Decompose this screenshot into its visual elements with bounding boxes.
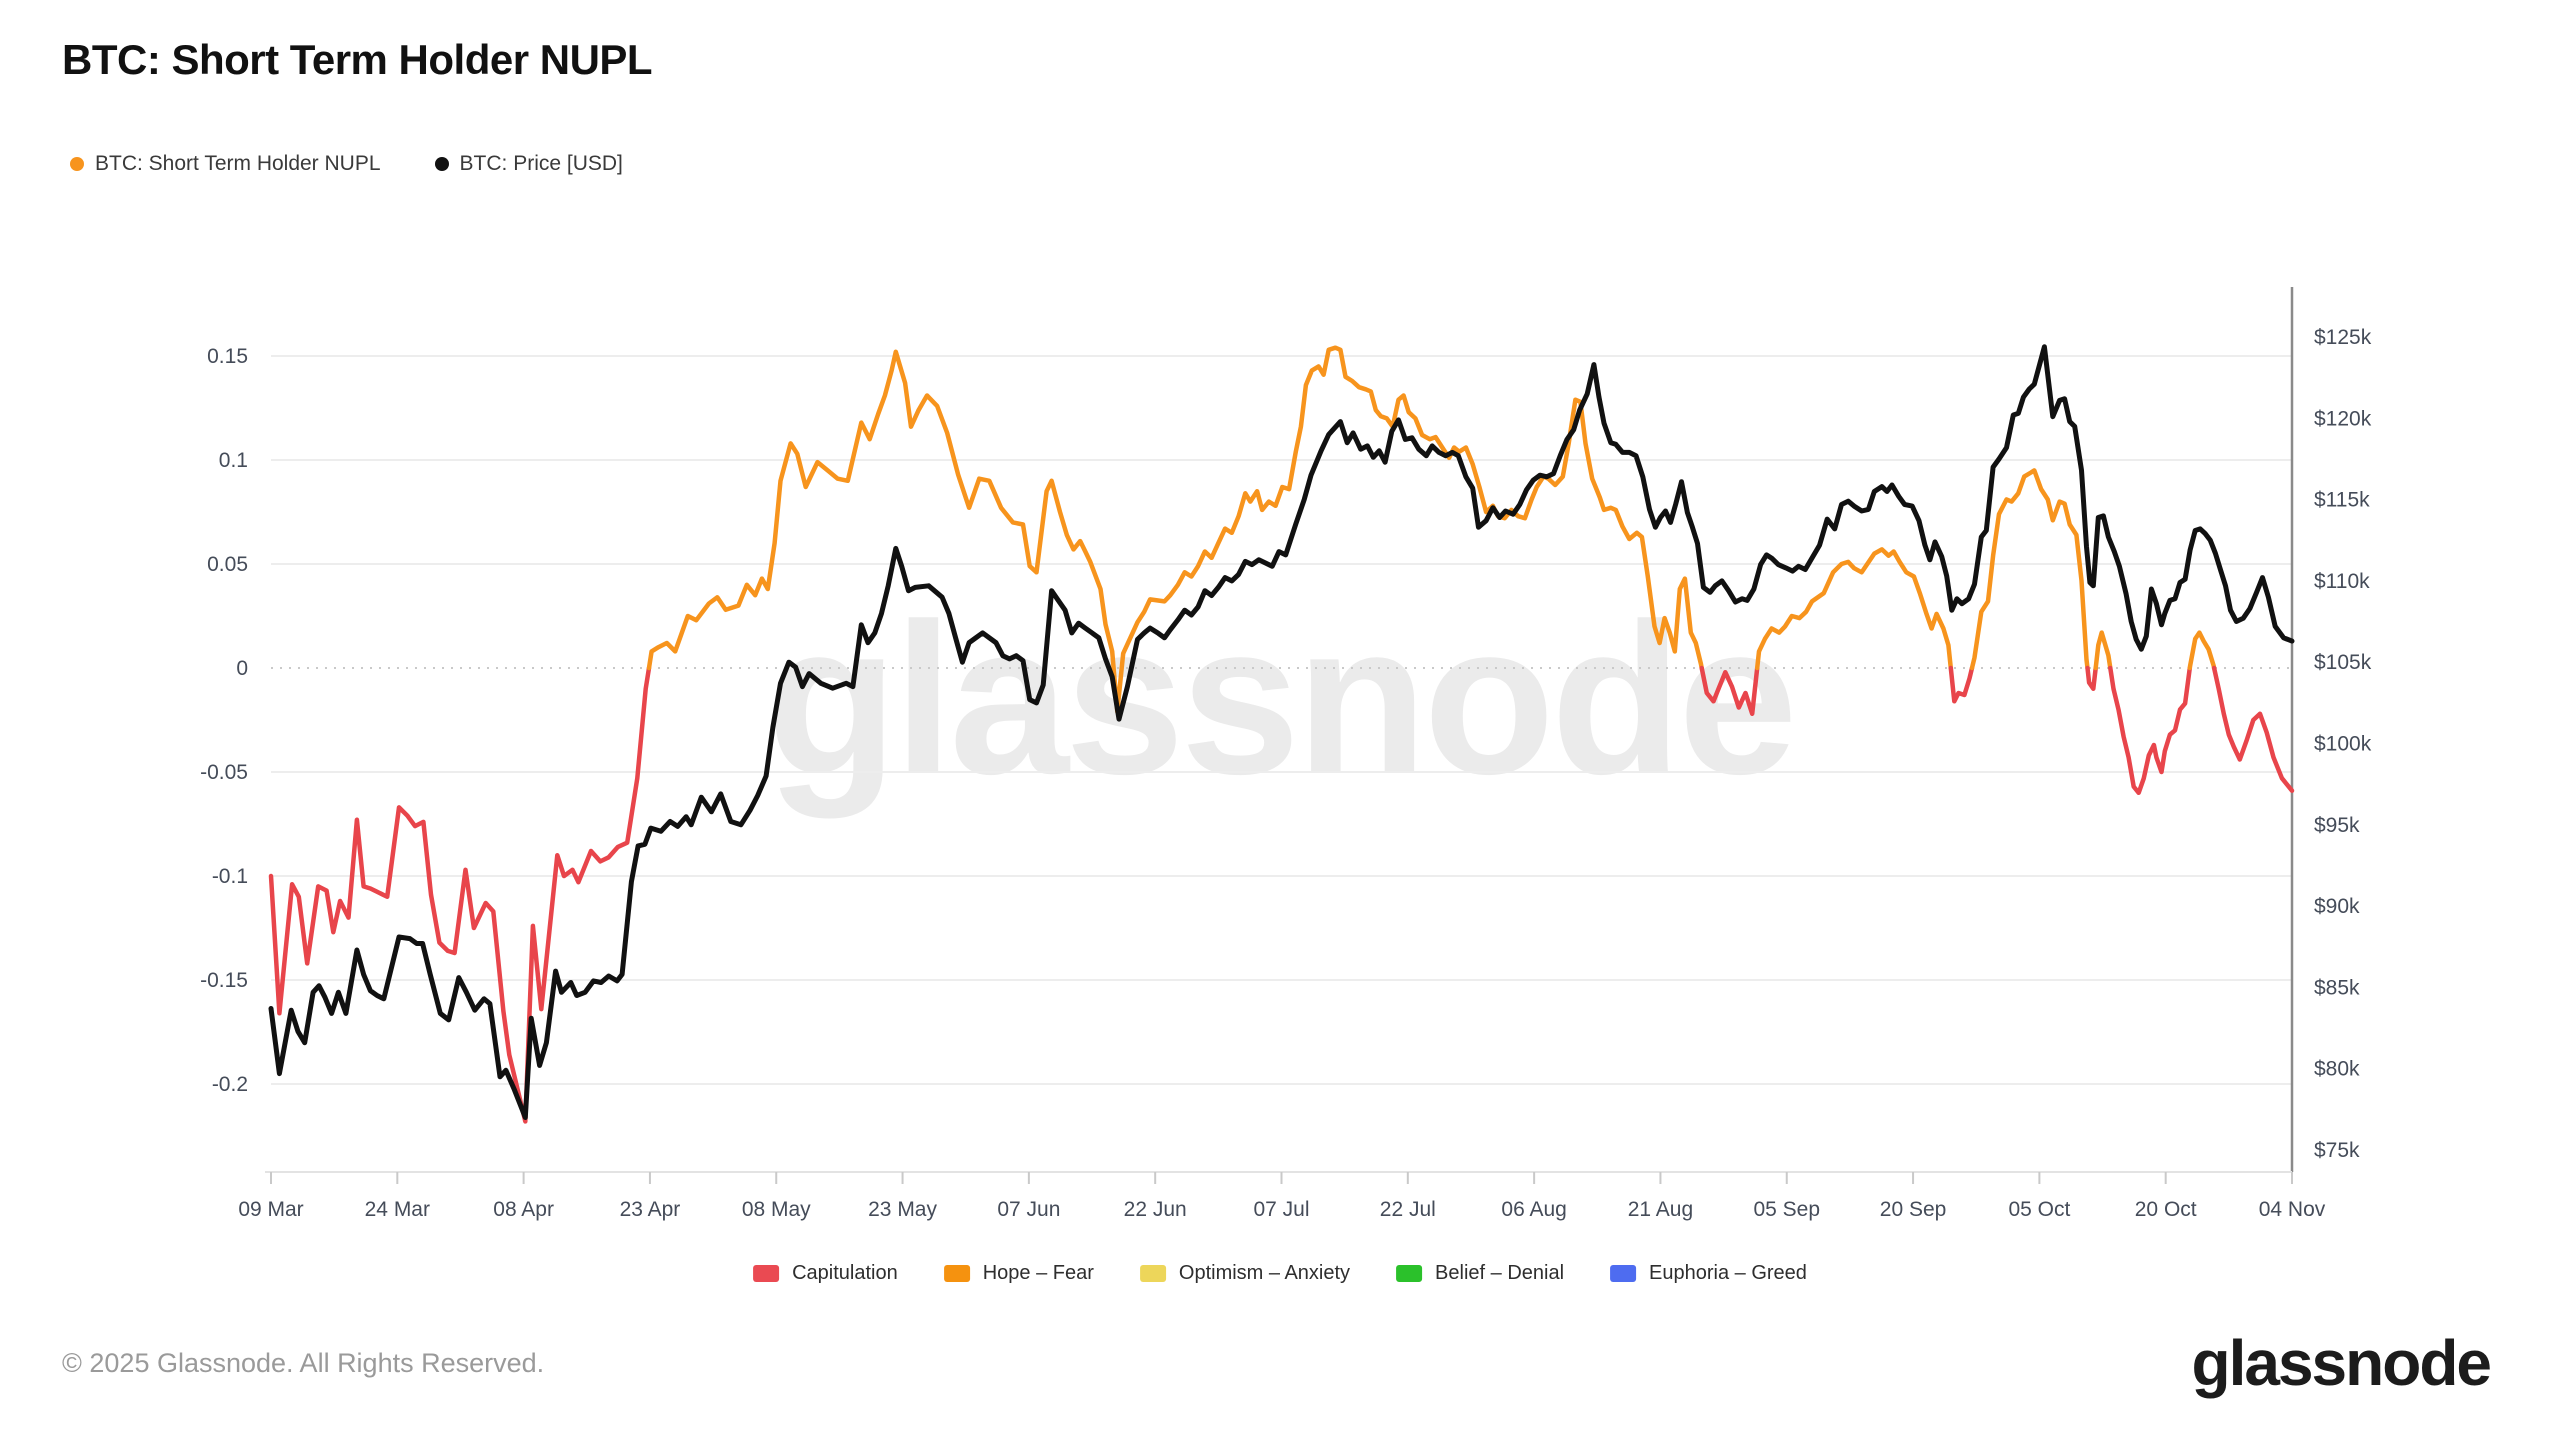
nupl-line	[2093, 630, 2113, 671]
glassnode-watermark: glassnode	[766, 578, 1797, 819]
nupl-line	[1699, 665, 1760, 717]
x-axis-tick-label: 20 Oct	[2135, 1198, 2197, 1221]
chart-series-legend: BTC: Short Term Holder NUPL BTC: Price [U…	[70, 152, 623, 176]
left-axis-tick-label: 0.1	[219, 449, 248, 472]
right-axis-tick-label: $100k	[2314, 733, 2372, 756]
left-axis-tick-label: -0.15	[200, 969, 248, 992]
x-axis-tick-label: 08 Apr	[493, 1198, 554, 1221]
x-axis-tick-label: 22 Jun	[1124, 1198, 1187, 1221]
right-axis-tick-label: $110k	[2314, 570, 2370, 593]
zone-swatch-icon	[1396, 1265, 1423, 1282]
zone-legend-label: Capitulation	[792, 1262, 898, 1284]
x-axis-tick-label: 08 May	[742, 1198, 811, 1221]
series-legend-label: BTC: Short Term Holder NUPL	[95, 152, 381, 175]
series-legend-item-nupl[interactable]: BTC: Short Term Holder NUPL	[70, 152, 381, 176]
left-axis-tick-label: -0.1	[212, 865, 248, 888]
zone-legend-label: Optimism – Anxiety	[1178, 1262, 1351, 1284]
zone-swatch-icon	[943, 1265, 970, 1282]
left-axis-tick-label: -0.2	[212, 1073, 248, 1096]
page-title: BTC: Short Term Holder NUPL	[62, 36, 653, 83]
nupl-line	[2187, 630, 2217, 671]
right-axis-tick-label: $75k	[2314, 1139, 2360, 1162]
series-legend-item-price[interactable]: BTC: Price [USD]	[434, 152, 623, 176]
nupl-line	[646, 345, 1704, 714]
zone-swatch-icon	[1610, 1265, 1637, 1282]
right-axis-tick-label: $125k	[2314, 326, 2372, 349]
glassnode-logo[interactable]: glassnode	[2191, 1327, 2492, 1399]
x-axis-tick-label: 07 Jul	[1253, 1198, 1309, 1221]
right-axis-tick-label: $95k	[2314, 814, 2360, 837]
nupl-line	[2085, 665, 2098, 692]
nupl-line	[268, 665, 652, 1124]
nupl-line	[1948, 665, 1975, 704]
x-axis-tick-label: 07 Jun	[997, 1198, 1060, 1221]
right-axis-tick-label: $115k	[2314, 489, 2370, 512]
right-axis-tick-label: $90k	[2314, 895, 2360, 918]
left-axis-tick-label: 0	[236, 657, 248, 680]
zone-legend-label: Hope – Fear	[982, 1262, 1094, 1284]
x-axis-tick-label: 23 Apr	[620, 1198, 681, 1221]
right-axis-tick-label: $120k	[2314, 407, 2372, 430]
price-line	[268, 344, 2295, 1120]
x-axis-tick-label: 05 Sep	[1753, 1198, 1820, 1221]
zone-legend-item-hope[interactable]: Hope – Fear	[943, 1262, 1094, 1285]
right-axis-tick-label: $105k	[2314, 651, 2372, 674]
right-axis-tick-label: $80k	[2314, 1058, 2360, 1081]
zone-legend-item-euphoria[interactable]: Euphoria – Greed	[1610, 1262, 1807, 1285]
x-axis-tick-label: 04 Nov	[2259, 1198, 2326, 1221]
zone-swatch-icon	[1139, 1265, 1166, 1282]
x-axis-tick-label: 09 Mar	[238, 1198, 303, 1221]
x-axis-tick-label: 23 May	[868, 1198, 937, 1221]
copyright-text: © 2025 Glassnode. All Rights Reserved.	[62, 1348, 545, 1378]
nupl-line	[1754, 547, 1954, 671]
x-axis-tick-label: 21 Aug	[1628, 1198, 1693, 1221]
right-axis-tick-label: $85k	[2314, 976, 2360, 999]
left-axis-tick-label: -0.05	[200, 761, 248, 784]
zone-swatch-icon	[753, 1265, 780, 1282]
zone-legend-item-belief[interactable]: Belief – Denial	[1396, 1262, 1564, 1285]
legend-dot-icon	[70, 157, 84, 171]
x-axis-tick-label: 22 Jul	[1380, 1198, 1436, 1221]
zone-legend-label: Belief – Denial	[1435, 1262, 1565, 1284]
left-axis-tick-label: 0.05	[207, 553, 248, 576]
nupl-line	[1969, 468, 2090, 671]
nupl-line	[2108, 665, 2193, 796]
zone-legend-item-capitulation[interactable]: Capitulation	[753, 1262, 898, 1285]
series-legend-label: BTC: Price [USD]	[459, 152, 623, 175]
zone-legend-label: Euphoria – Greed	[1649, 1262, 1807, 1284]
nupl-zones-legend: Capitulation Hope – Fear Optimism – Anxiet…	[753, 1262, 1807, 1285]
x-axis-tick-label: 05 Oct	[2008, 1198, 2070, 1221]
x-axis-tick-label: 06 Aug	[1501, 1198, 1566, 1221]
x-axis-tick-label: 20 Sep	[1880, 1198, 1947, 1221]
x-axis-tick-label: 24 Mar	[365, 1198, 430, 1221]
nupl-line	[2211, 665, 2295, 793]
zone-legend-item-optimism[interactable]: Optimism – Anxiety	[1139, 1262, 1351, 1285]
left-axis-tick-label: 0.15	[207, 345, 248, 368]
legend-dot-icon	[434, 157, 449, 171]
